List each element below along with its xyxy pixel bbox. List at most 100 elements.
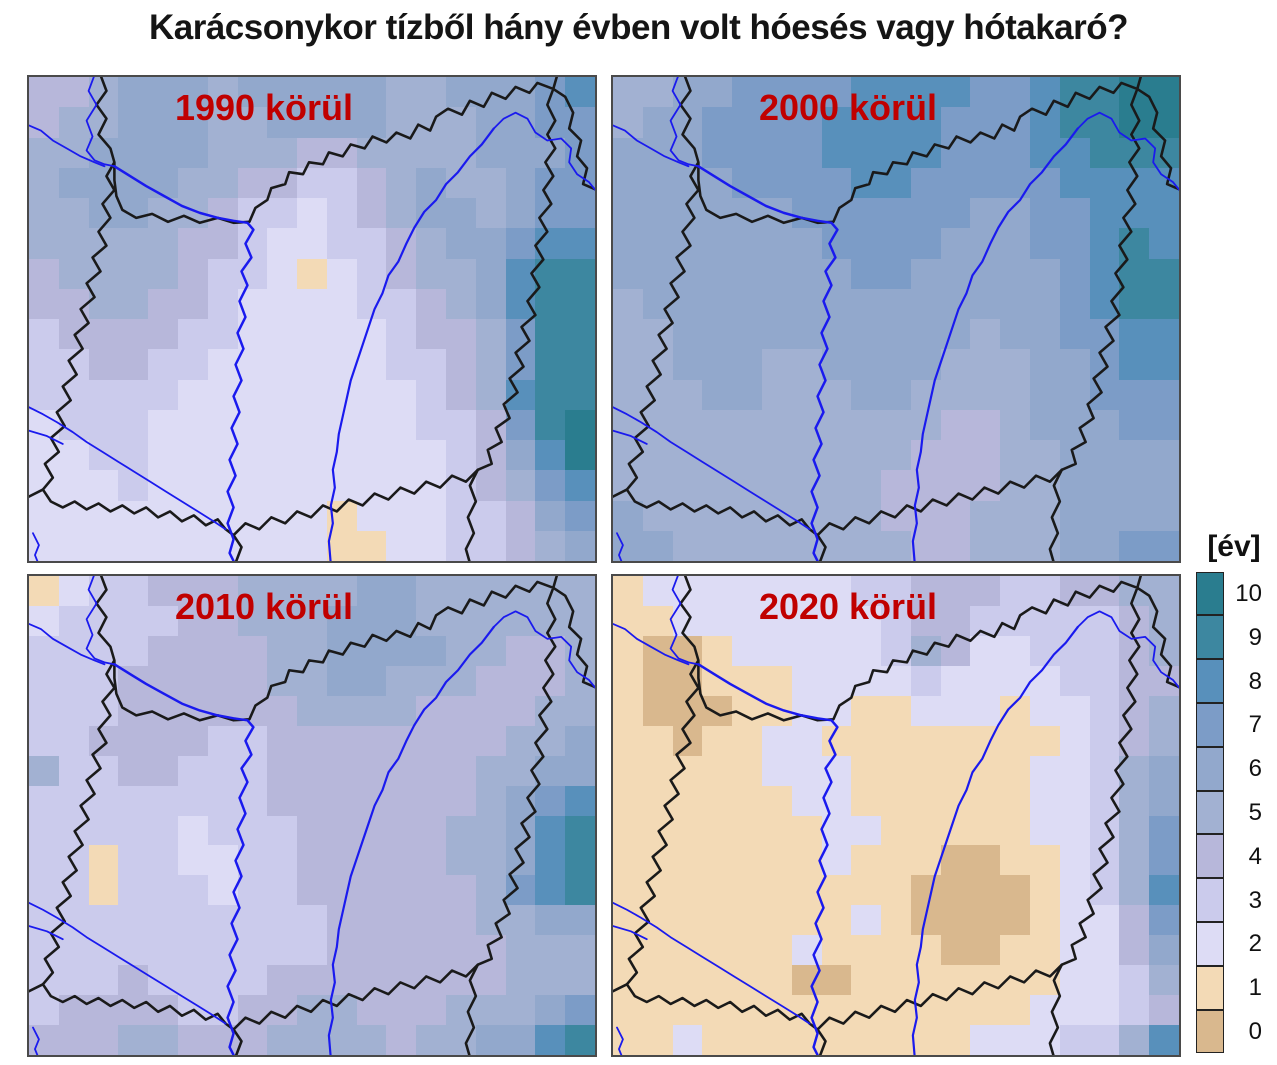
grid-cell	[386, 379, 417, 411]
grid-cell	[1059, 845, 1091, 877]
grid-cell	[505, 785, 537, 817]
grid-cell	[970, 875, 1001, 906]
grid-cell	[881, 107, 912, 139]
grid-cell	[356, 228, 388, 260]
grid-cell	[613, 845, 644, 877]
grid-cell	[505, 440, 537, 471]
grid-cell	[88, 379, 120, 411]
grid-cell	[791, 635, 823, 667]
grid-cell	[118, 107, 149, 139]
grid-cell	[1030, 905, 1061, 936]
grid-cell	[267, 605, 298, 637]
grid-cell	[505, 409, 537, 441]
grid-cell	[505, 470, 537, 502]
grid-cell	[910, 665, 942, 697]
grid-cell	[1030, 875, 1061, 906]
grid-cell	[970, 576, 1001, 607]
grid-cell	[386, 167, 417, 199]
grid-cell	[1000, 905, 1031, 936]
grid-cell	[1089, 288, 1121, 320]
grid-cell	[177, 530, 209, 561]
grid-cell	[970, 755, 1001, 787]
grid-cell	[1089, 500, 1121, 532]
grid-cell	[702, 228, 733, 260]
map-panel-1990: 1990 körül	[27, 75, 597, 563]
grid-cell	[791, 576, 823, 607]
grid-cell	[642, 470, 674, 502]
grid-cell	[702, 77, 733, 108]
grid-cell	[446, 725, 477, 757]
grid-cell	[940, 228, 972, 260]
grid-cell	[1000, 576, 1031, 607]
grid-cell	[148, 319, 179, 350]
grid-cell	[732, 815, 763, 847]
grid-cell	[761, 319, 793, 350]
grid-cell	[732, 440, 763, 471]
grid-cell	[1119, 965, 1150, 996]
grid-cell	[821, 576, 852, 607]
grid-cell	[1089, 965, 1121, 996]
grid-cell	[446, 137, 477, 169]
legend-swatch	[1196, 702, 1224, 747]
grid-cell	[732, 1025, 763, 1055]
grid-cell	[910, 755, 942, 787]
grid-cell	[1149, 935, 1179, 966]
grid-cell	[446, 319, 477, 350]
rivers	[29, 77, 595, 561]
grid-cell	[267, 815, 298, 847]
grid-cell	[821, 845, 852, 877]
grid-cell	[1059, 288, 1091, 320]
grid-cell	[386, 258, 417, 290]
grid-cell	[1149, 576, 1179, 607]
grid-cell	[1000, 228, 1031, 260]
grid-cell	[1000, 755, 1031, 787]
grid-cell	[1059, 500, 1091, 532]
grid-cell	[672, 755, 704, 787]
grid-cell	[851, 965, 882, 996]
grid-cell	[267, 258, 298, 290]
grid-cell	[58, 845, 90, 877]
grid-cell	[475, 875, 507, 906]
grid-cell	[177, 935, 209, 966]
grid-cell	[505, 875, 537, 906]
grid-cell	[356, 935, 388, 966]
grid-cell	[1000, 319, 1031, 350]
grid-cell	[326, 725, 358, 757]
grid-cell	[1089, 137, 1121, 169]
grid-cell	[475, 137, 507, 169]
grid-cell	[821, 167, 852, 199]
grid-cell	[386, 319, 417, 350]
grid-cell	[940, 107, 972, 139]
grid-cell	[148, 905, 179, 936]
grid-cell	[237, 665, 268, 697]
grid-cell	[58, 605, 90, 637]
grid-cell	[702, 530, 733, 561]
grid-cell	[1030, 198, 1061, 229]
grid-cell	[1030, 440, 1061, 471]
grid-cell	[732, 935, 763, 966]
grid-cell	[910, 785, 942, 817]
grid-cell	[791, 319, 823, 350]
grid-cell	[207, 605, 239, 637]
grid-cell	[505, 530, 537, 561]
grid-cell	[940, 349, 972, 381]
grid-cell	[267, 935, 298, 966]
grid-cell	[791, 845, 823, 877]
grid-cell	[565, 785, 595, 817]
grid-cell	[702, 107, 733, 139]
grid-cell	[446, 785, 477, 817]
grid-cell	[613, 815, 644, 847]
grid-cell	[791, 965, 823, 996]
grid-cell	[851, 440, 882, 471]
grid-cell	[177, 288, 209, 320]
grid-cell	[970, 605, 1001, 637]
grid-cell	[1000, 665, 1031, 697]
grid-cell	[1149, 319, 1179, 350]
grid-cell	[761, 635, 793, 667]
grid-cell	[207, 349, 239, 381]
grid-cell	[881, 530, 912, 561]
grid-cell	[672, 319, 704, 350]
grid-cell	[326, 167, 358, 199]
grid-cell	[297, 409, 328, 441]
grid-cell	[29, 379, 60, 411]
